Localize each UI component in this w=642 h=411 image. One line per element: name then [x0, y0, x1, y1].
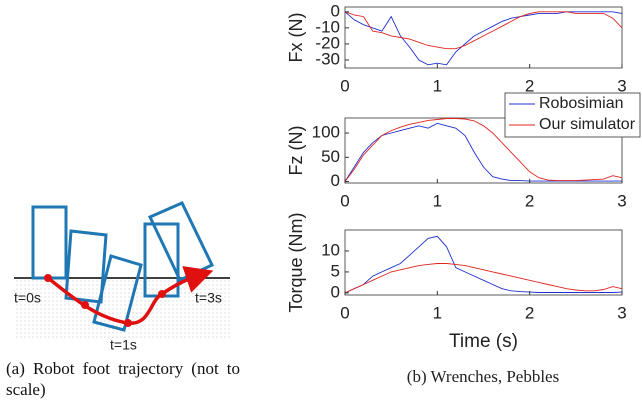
- y-tick-label: 0: [331, 282, 340, 301]
- x-tick-label: 1: [433, 76, 442, 95]
- foot: [92, 254, 143, 332]
- time-label: t=0s: [14, 290, 41, 306]
- y-tick-label: -30: [315, 49, 340, 68]
- y-tick-label: 0: [331, 1, 340, 20]
- caption: (a) Robot foot trajectory (not to scale): [6, 359, 240, 399]
- x-tick-label: 0: [340, 76, 349, 95]
- trajectory-diagram: t=0s t=1s t=3s: [14, 201, 230, 353]
- foot: [64, 229, 108, 304]
- foot: [147, 201, 215, 282]
- caption: (b) Wrenches, Pebbles: [407, 367, 559, 386]
- plot-area: [344, 229, 623, 296]
- series-line: [344, 11, 623, 50]
- legend-label: Our simulator: [539, 116, 636, 133]
- point: [44, 274, 52, 282]
- foot: [31, 205, 68, 280]
- point: [124, 319, 132, 327]
- y-tick-label: 50: [321, 147, 340, 166]
- point: [81, 301, 89, 309]
- legend-label: Robosimian: [539, 95, 623, 112]
- foot: [143, 222, 180, 298]
- x-tick-label: 2: [525, 191, 534, 210]
- point: [158, 290, 166, 298]
- foot-poses: [31, 201, 215, 332]
- x-tick-label: 2: [525, 76, 534, 95]
- chart: 0 5 10 0 1 2 3 Torque (Nm) Time (s): [286, 212, 627, 352]
- y-tick-label: -10: [315, 17, 340, 36]
- series-line: [344, 118, 623, 182]
- x-tick-label: 1: [433, 303, 442, 322]
- x-tick-label: 1: [433, 191, 442, 210]
- y-axis-label: Torque (Nm): [286, 212, 306, 312]
- x-tick-label: 3: [617, 191, 626, 210]
- x-tick-label: 0: [340, 303, 349, 322]
- x-tick-label: 2: [525, 303, 534, 322]
- y-tick-label: 5: [331, 261, 340, 280]
- time-label: t=3s: [195, 290, 222, 306]
- series-line: [344, 263, 623, 294]
- y-tick-label: 10: [321, 240, 340, 259]
- trajectory: [46, 266, 214, 325]
- time-label: t=1s: [110, 337, 137, 353]
- trajectory-points: [44, 270, 207, 327]
- x-tick-label: 3: [617, 303, 626, 322]
- x-axis-label: Time (s): [449, 331, 518, 352]
- x-tick-label: 0: [340, 191, 349, 210]
- x-tick-label: 3: [617, 76, 626, 95]
- y-tick-label: -20: [315, 33, 340, 52]
- legend: Robosimian Our simulator: [504, 92, 641, 138]
- series-line: [344, 235, 623, 294]
- y-axis-label: Fz (N): [286, 126, 306, 176]
- series-line: [344, 122, 622, 182]
- point: [199, 270, 207, 278]
- y-tick-label: 100: [312, 123, 340, 142]
- plot-area: [344, 6, 623, 69]
- chart: 0-10-20-300 1 2 3Fx (N): [286, 1, 627, 95]
- series-line: [344, 11, 623, 66]
- y-tick-label: 0: [331, 171, 340, 190]
- y-axis-label: Fx (N): [286, 13, 306, 63]
- legend-box: [504, 92, 641, 138]
